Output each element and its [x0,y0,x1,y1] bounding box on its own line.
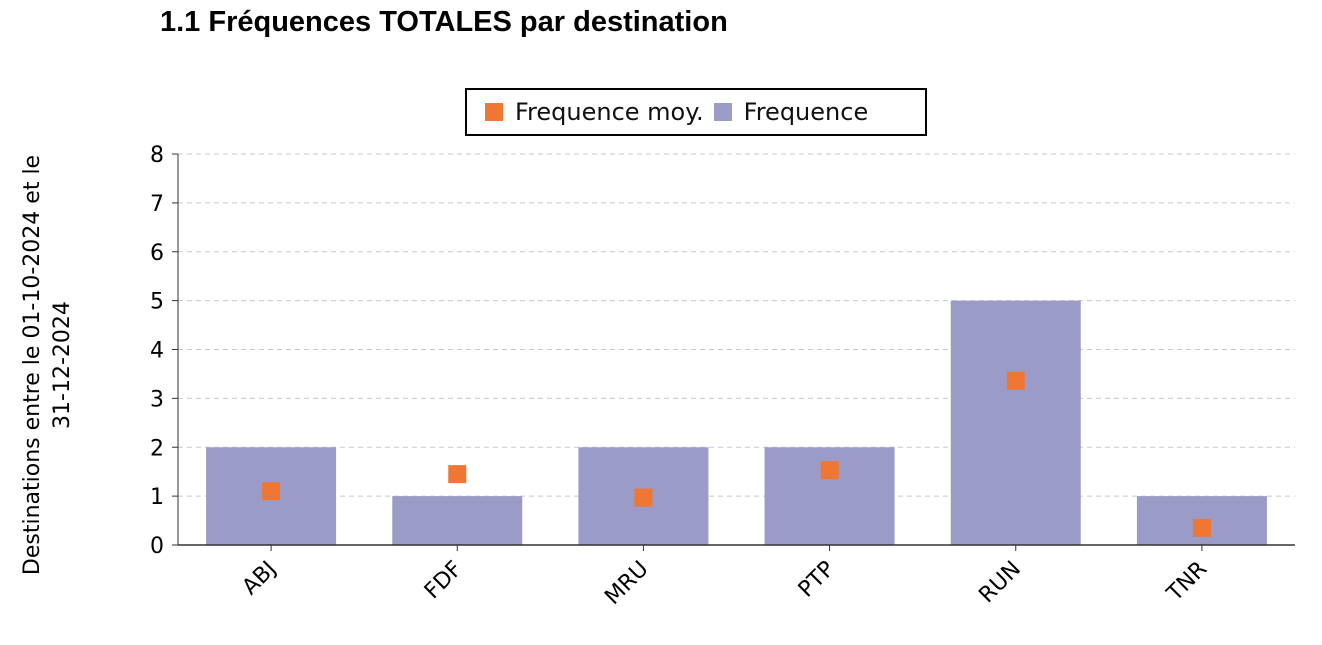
average-marker [820,461,839,480]
chart-title: 1.1 Fréquences TOTALES par destination [160,6,728,38]
legend-label: Frequence moy. [515,98,704,126]
y-tick-label: 6 [150,241,164,266]
average-marker [634,488,653,507]
y-tick-label: 3 [150,387,164,412]
y-tick-label: 1 [150,485,164,510]
average-marker [1192,518,1211,537]
legend-swatch-bar [713,103,732,121]
y-tick-label: 8 [150,143,164,168]
bar-chart: 0 1 2 3 4 5 6 7 8 ABJ FDF MRU PTP RUN TNR [150,143,1295,610]
y-tick-label: 5 [150,290,164,315]
x-tick-label: MRU [600,557,653,610]
average-marker [262,482,281,501]
y-tick-label: 0 [150,534,164,559]
y-tick-label: 4 [150,339,164,364]
legend-item-frequence-moy: Frequence moy. [485,98,704,126]
chart-legend: Frequence moy. Frequence [465,88,927,136]
x-tick-label: RUN [974,557,1026,609]
x-tick-label: ABJ [238,557,282,601]
legend-swatch-marker [485,103,503,121]
average-marker [448,465,467,484]
y-tick-label: 2 [150,436,164,461]
legend-item-frequence: Frequence [713,98,869,126]
bar [950,300,1081,545]
average-marker [1006,371,1025,390]
y-tick-label: 7 [150,192,164,217]
bar [392,496,523,545]
legend-label: Frequence [743,98,869,126]
x-tick-label: TNR [1162,557,1212,607]
x-tick-label: FDF [420,557,468,605]
x-tick-label: PTP [794,557,840,603]
